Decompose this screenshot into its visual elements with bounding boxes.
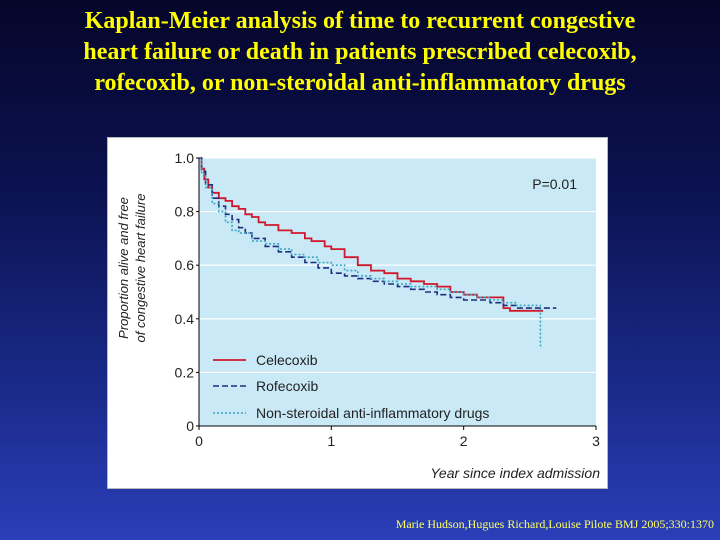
- legend: Celecoxib Rofecoxib Non-steroidal anti-i…: [213, 352, 489, 421]
- title-line-2: heart failure or death in patients presc…: [83, 39, 637, 65]
- x-tick-label: 3: [592, 433, 600, 449]
- y-tick-label: 0.4: [175, 311, 195, 327]
- x-tick-label: 1: [327, 433, 335, 449]
- title-line-1: Kaplan-Meier analysis of time to recurre…: [84, 8, 636, 34]
- x-tick-label: 2: [460, 433, 468, 449]
- series-celecoxib: [199, 157, 544, 312]
- km-chart: 0 0.2 0.4 0.6 0.8 1.0 0 1 2 3 P=0.01 Proportion …: [116, 150, 600, 481]
- p-value-annotation: P=0.01: [532, 176, 577, 192]
- y-axis-label-line-2: of congestive heart failure: [133, 194, 148, 343]
- y-axis-label-line-1: Proportion alive and free: [116, 197, 131, 339]
- y-tick-label: 0.6: [175, 257, 195, 273]
- x-tick-labels: 0 1 2 3: [195, 426, 600, 449]
- series-rofecoxib: [199, 157, 557, 309]
- grid-lines: [199, 157, 596, 373]
- slide-title: Kaplan-Meier analysis of time to recurre…: [0, 6, 720, 99]
- figure-panel: 0 0.2 0.4 0.6 0.8 1.0 0 1 2 3 P=0.01 Proportion …: [107, 137, 608, 489]
- x-axis-label: Year since index admission: [430, 465, 600, 481]
- plot-background: [199, 158, 596, 426]
- y-tick-labels: 0 0.2 0.4 0.6 0.8 1.0: [175, 150, 199, 434]
- legend-label-rofecoxib: Rofecoxib: [256, 378, 318, 394]
- legend-label-celecoxib: Celecoxib: [256, 352, 318, 368]
- citation: Marie Hudson,Hugues Richard,Louise Pilot…: [395, 517, 714, 531]
- y-tick-label: 0.8: [175, 204, 195, 220]
- y-tick-label: 1.0: [175, 150, 195, 166]
- x-tick-label: 0: [195, 433, 203, 449]
- y-tick-label: 0: [186, 418, 194, 434]
- title-line-3: rofecoxib, or non-steroidal anti-inflamm…: [94, 70, 626, 96]
- legend-label-nsaid: Non-steroidal anti-inflammatory drugs: [256, 405, 489, 421]
- y-tick-label: 0.2: [175, 364, 195, 380]
- survival-curves: [199, 157, 557, 347]
